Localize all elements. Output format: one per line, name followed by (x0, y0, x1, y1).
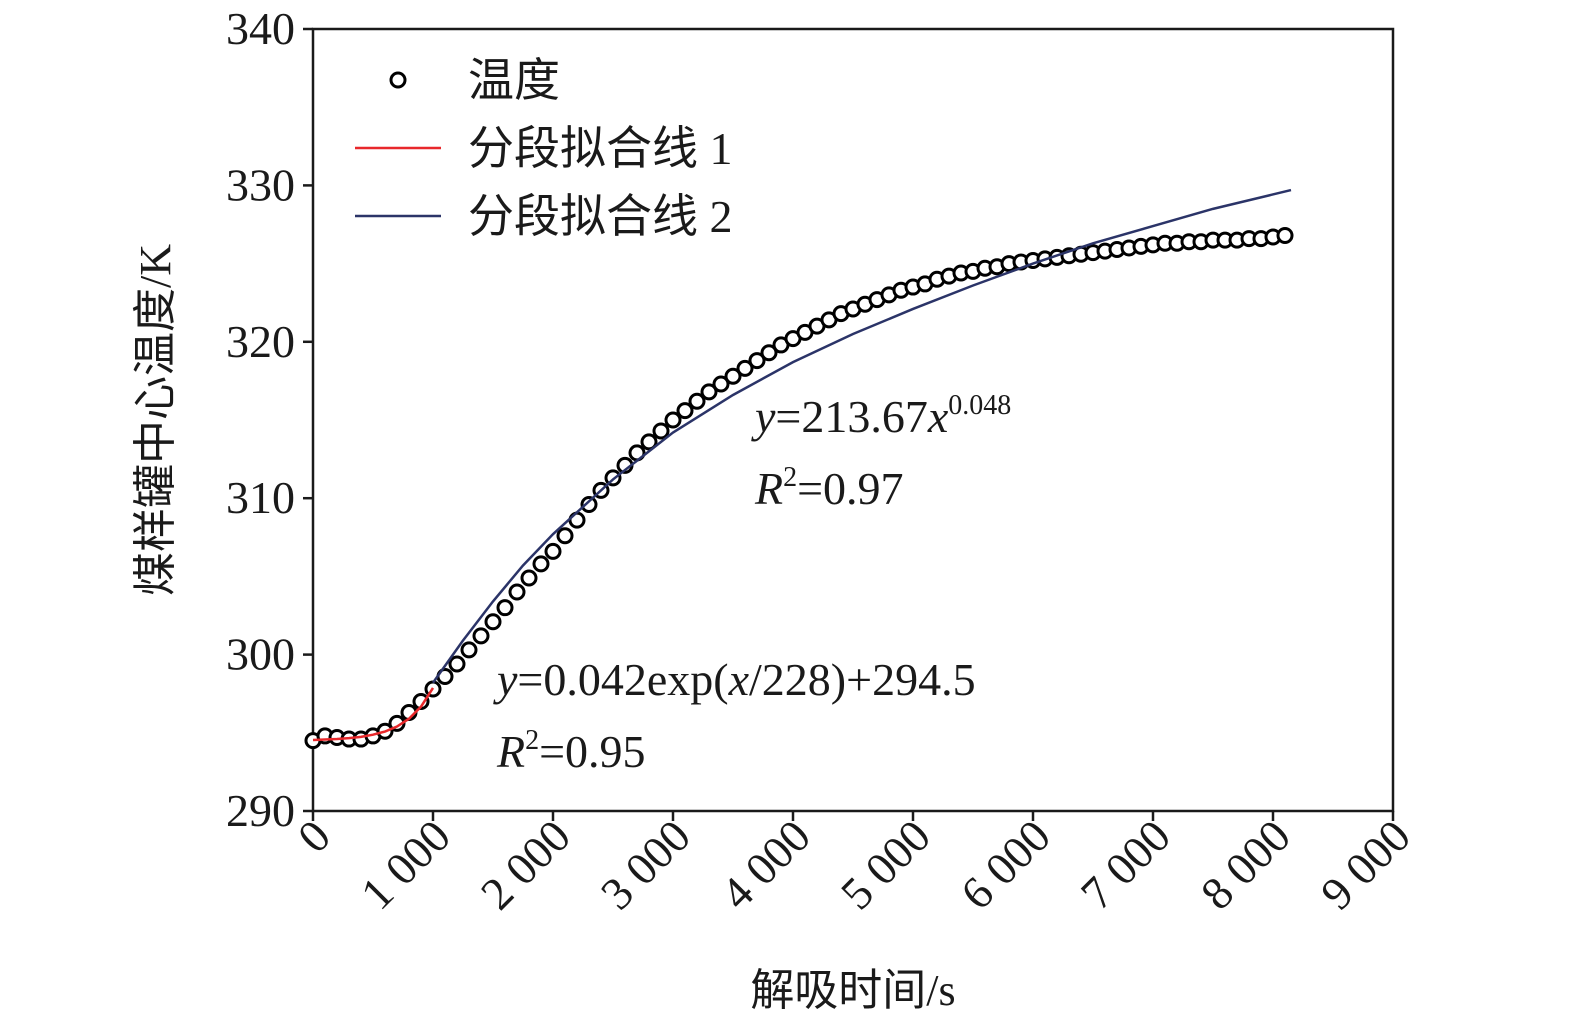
data-point (496, 599, 514, 617)
x-tick-label: 9 000 (1311, 810, 1420, 919)
legend-label: 分段拟合线 1 (468, 123, 733, 174)
legend-marker (389, 71, 407, 89)
data-point (676, 402, 694, 420)
equation-part: =0.95 (539, 726, 645, 777)
equation-part: y (493, 654, 518, 705)
data-point (520, 569, 538, 587)
x-tick-label: 5 000 (831, 810, 940, 919)
data-point (736, 359, 754, 377)
data-point (472, 627, 490, 645)
data-point (532, 555, 550, 573)
data-point (412, 693, 430, 711)
equation-part: /228)+294.5 (749, 654, 976, 705)
fit-line (312, 687, 435, 742)
x-tick-label: 1 000 (351, 810, 460, 919)
x-tick-label: 3 000 (591, 810, 700, 919)
equation-part: 0.048 (948, 390, 1011, 421)
equation-part: R (754, 463, 783, 514)
equation-part: 2 (525, 725, 539, 756)
data-point (688, 392, 706, 410)
equation-part: =213.67 (775, 391, 927, 442)
data-point (760, 344, 778, 362)
data-point (700, 383, 718, 401)
equation-part: 2 (783, 462, 797, 493)
data-point (556, 527, 574, 545)
equation-part: y (751, 391, 776, 442)
data-point (484, 613, 502, 631)
x-tick-label: 6 000 (951, 810, 1060, 919)
y-tick-label: 330 (226, 159, 295, 210)
data-point (508, 583, 526, 601)
fit-equation: R2=0.95 (496, 725, 646, 777)
legend-label: 温度 (468, 55, 560, 106)
data-point (664, 411, 682, 429)
equation-part: x (927, 391, 949, 442)
fit-line (431, 188, 1292, 684)
equation-part: =0.97 (797, 463, 903, 514)
data-point (652, 422, 670, 440)
x-tick-label: 4 000 (711, 810, 820, 919)
plot-frame (311, 27, 1395, 813)
x-tick-label: 8 000 (1191, 810, 1300, 919)
data-point (580, 495, 598, 513)
fit-equation: R2=0.97 (754, 462, 904, 514)
data-point (460, 641, 478, 659)
equation-part: x (728, 654, 750, 705)
data-point (448, 655, 466, 673)
legend-label: 分段拟合线 2 (468, 191, 733, 242)
y-tick-label: 290 (226, 785, 295, 836)
fit-equation: y=0.042exp(x/228)+294.5 (493, 654, 976, 705)
data-point (712, 375, 730, 393)
data-point (640, 433, 658, 451)
y-axis-label: 煤样罐中心温度/K (131, 244, 180, 596)
data-point (544, 542, 562, 560)
y-tick-label: 340 (226, 3, 295, 54)
data-point (724, 367, 742, 385)
x-tick-label: 2 000 (471, 810, 580, 919)
equation-part: =0.042exp( (517, 654, 728, 705)
data-point (748, 352, 766, 370)
y-tick-label: 320 (226, 316, 295, 367)
data-point (1276, 226, 1294, 244)
x-axis-label: 解吸时间/s (750, 966, 955, 1015)
y-tick-label: 300 (226, 629, 295, 680)
fit-equation: y=213.67x0.048 (751, 390, 1011, 442)
y-tick-label: 310 (226, 472, 295, 523)
equation-part: R (496, 726, 525, 777)
x-tick-label: 7 000 (1071, 810, 1180, 919)
